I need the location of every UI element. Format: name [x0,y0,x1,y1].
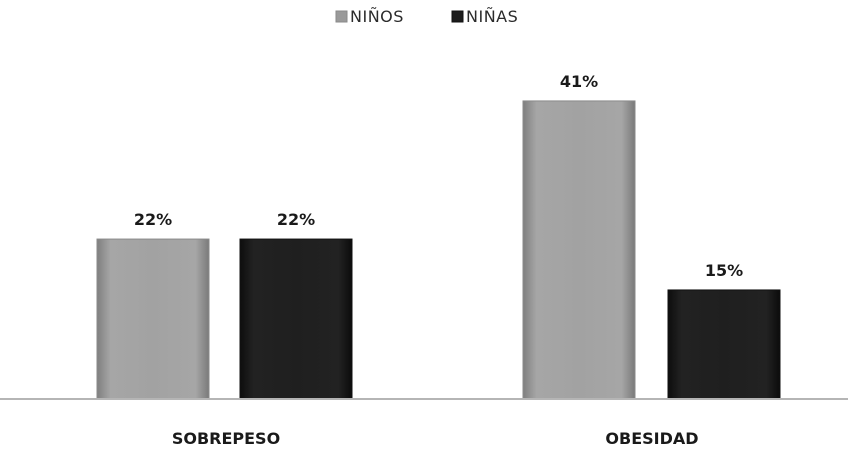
bar-obesidad-ninos [522,100,636,400]
legend-label-ninas: NIÑAS [466,7,518,26]
data-labels-group: 22% 22% 41% 15% [134,72,743,280]
bars-group [96,100,781,400]
data-label-obesidad-ninos: 41% [560,72,598,91]
data-label-sobrepeso-ninas: 22% [277,210,315,229]
category-label-sobrepeso: SOBREPESO [172,429,280,448]
legend-item-ninas: NIÑAS [451,7,518,26]
legend-label-ninos: NIÑOS [350,7,404,26]
legend: NIÑOS NIÑAS [335,7,518,26]
bar-sobrepeso-ninos [96,238,210,400]
category-label-obesidad: OBESIDAD [605,429,698,448]
category-labels-group: SOBREPESO OBESIDAD [172,429,699,448]
legend-swatch-ninas [451,10,464,23]
bar-sobrepeso-ninas [239,238,353,400]
legend-swatch-ninos [335,10,348,23]
data-label-sobrepeso-ninos: 22% [134,210,172,229]
legend-item-ninos: NIÑOS [335,7,404,26]
bar-obesidad-ninas [667,289,781,400]
data-label-obesidad-ninas: 15% [705,261,743,280]
